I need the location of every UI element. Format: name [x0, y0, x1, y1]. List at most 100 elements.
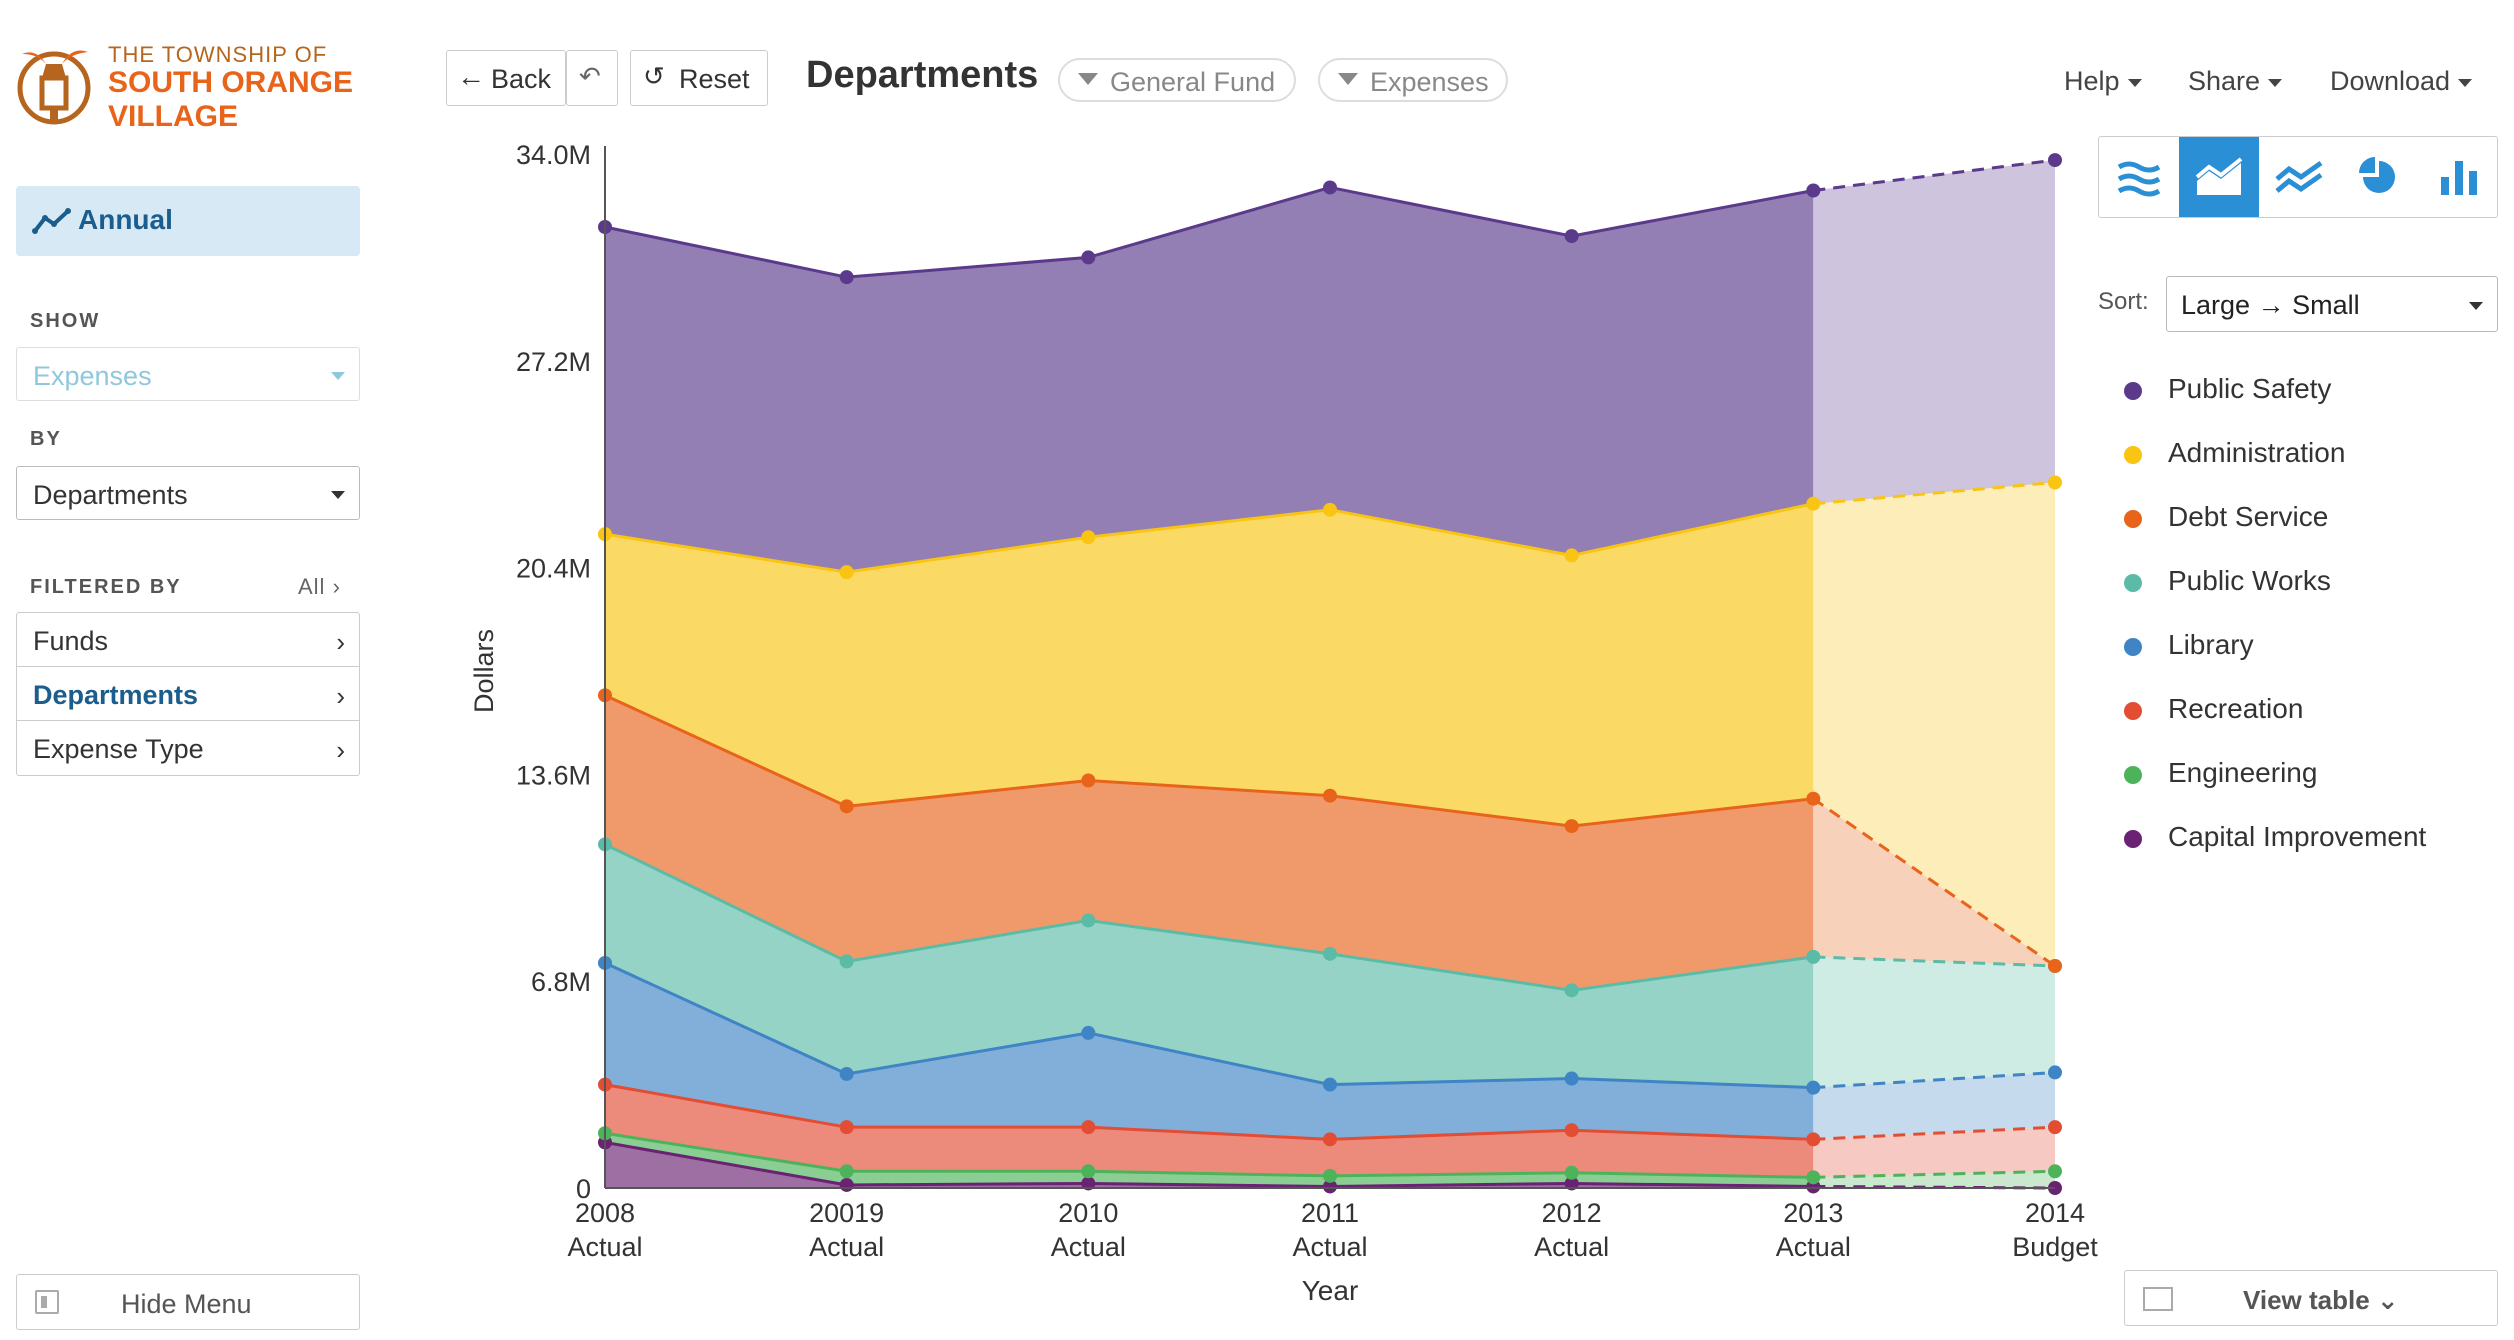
- data-point: [1323, 946, 1337, 961]
- filter-item-expense-type[interactable]: Expense Type ›: [17, 721, 359, 775]
- data-point: [1323, 788, 1337, 803]
- series-area: [1813, 1171, 2055, 1188]
- undo-button[interactable]: ↶: [566, 50, 618, 106]
- data-point: [1564, 1165, 1579, 1180]
- chevron-down-icon: [331, 372, 345, 380]
- y-axis-label: Dollars: [469, 629, 499, 713]
- series-area: [605, 187, 1814, 573]
- filter-pill-general-fund[interactable]: General Fund: [1058, 58, 1296, 102]
- series-area: [605, 962, 1814, 1140]
- legend-item[interactable]: Administration: [2124, 434, 2504, 474]
- legend-item[interactable]: Recreation: [2124, 690, 2504, 730]
- legend-item[interactable]: Public Works: [2124, 562, 2504, 602]
- data-point: [1806, 1132, 1821, 1147]
- chart-type-line[interactable]: [2259, 137, 2339, 217]
- stacked-area-chart: 0 6.8M 13.6M 20.4M 27.2M 34.0M 2008 Actual 20019…: [469, 140, 2098, 1306]
- data-point: [839, 1066, 854, 1081]
- data-point: [1081, 1176, 1096, 1191]
- y-tick-label: 34.0M: [516, 140, 591, 170]
- x-tick-sublabel: Actual: [1776, 1232, 1851, 1262]
- data-point: [839, 954, 854, 969]
- sort-to-label: Small: [2292, 290, 2360, 320]
- filter-all-label: All: [298, 574, 326, 599]
- download-label: Download: [2330, 66, 2451, 96]
- data-point: [2048, 153, 2062, 168]
- series-line-projected: [1813, 158, 2056, 192]
- series-area: [605, 1142, 1814, 1188]
- legend-label: Capital Improvement: [2168, 821, 2427, 852]
- series-area: [605, 695, 1814, 991]
- x-axis-label: Year: [1302, 1275, 1359, 1306]
- legend-item[interactable]: Engineering: [2124, 754, 2504, 794]
- view-table-label: View table ⌄: [2243, 1285, 2399, 1315]
- chevron-down-icon: [2469, 302, 2483, 310]
- legend-label: Debt Service: [2168, 501, 2329, 532]
- arrow-left-icon: ←: [457, 61, 485, 92]
- filter-item-departments[interactable]: Departments ›: [17, 667, 359, 721]
- chevron-right-icon: ›: [332, 574, 341, 599]
- pie-icon: [2359, 157, 2395, 193]
- legend-item[interactable]: Capital Improvement: [2124, 818, 2504, 858]
- data-point: [1081, 913, 1096, 928]
- data-point: [1323, 1132, 1337, 1147]
- view-table-button[interactable]: View table ⌄: [2124, 1270, 2498, 1326]
- share-label: Share: [2188, 66, 2261, 96]
- chevron-right-icon: ›: [336, 681, 345, 711]
- chart-type-bar[interactable]: [2419, 137, 2499, 217]
- data-point: [1564, 1123, 1579, 1138]
- series-line-projected: [1813, 955, 2056, 968]
- trend-line-icon: [32, 208, 71, 234]
- by-select[interactable]: Departments: [16, 466, 360, 520]
- share-menu[interactable]: Share: [2188, 66, 2283, 97]
- legend-label: Public Works: [2168, 565, 2331, 596]
- x-tick-sublabel: Actual: [1534, 1232, 1609, 1262]
- data-point: [1323, 1179, 1337, 1194]
- data-point: [1564, 819, 1579, 834]
- township-logo[interactable]: THE TOWNSHIP OF SOUTH ORANGE VILLAGE: [16, 34, 376, 134]
- annual-view-button[interactable]: Annual: [16, 186, 360, 256]
- series-area: [1813, 956, 2055, 1088]
- data-point: [2048, 1065, 2062, 1080]
- series-line: [604, 1140, 1814, 1188]
- x-tick-label: 2013: [1783, 1198, 1843, 1228]
- stream-icon: [2117, 161, 2161, 197]
- series-area: [1813, 1072, 2055, 1140]
- data-point: [1564, 548, 1579, 563]
- help-menu[interactable]: Help: [2064, 66, 2142, 97]
- hide-menu-button[interactable]: Hide Menu: [16, 1274, 360, 1330]
- data-point: [1081, 773, 1096, 788]
- chevron-down-icon: [2127, 78, 2142, 87]
- legend-label: Engineering: [2168, 757, 2318, 788]
- legend-dot: [2124, 574, 2142, 592]
- download-menu[interactable]: Download: [2330, 66, 2473, 97]
- sidebar-collapse-icon: [35, 1290, 59, 1314]
- filter-pill-expenses[interactable]: Expenses: [1318, 58, 1508, 102]
- chart-type-stacked-area[interactable]: [2179, 137, 2259, 217]
- filter-pill-label: Expenses: [1370, 67, 1489, 97]
- legend-label: Public Safety: [2168, 373, 2332, 404]
- line-icon: [2275, 160, 2323, 193]
- chart-type-stream[interactable]: [2099, 137, 2179, 217]
- by-heading: BY: [30, 428, 62, 450]
- series-area: [1813, 1127, 2055, 1178]
- show-select[interactable]: Expenses: [16, 347, 360, 401]
- data-point: [1081, 1164, 1096, 1179]
- series-area: [1813, 798, 2055, 966]
- legend-item[interactable]: Public Safety: [2124, 370, 2504, 410]
- arrow-right-icon: →: [2257, 290, 2285, 320]
- legend-item[interactable]: Debt Service: [2124, 498, 2504, 538]
- legend-label: Recreation: [2168, 693, 2304, 724]
- annual-label: Annual: [78, 204, 173, 235]
- reset-button[interactable]: ↺ Reset: [630, 50, 768, 106]
- filter-item-label: Departments: [33, 680, 199, 710]
- data-point: [1564, 983, 1579, 998]
- data-point: [1323, 502, 1337, 517]
- series-line: [604, 961, 1814, 1090]
- legend-item[interactable]: Library: [2124, 626, 2504, 666]
- filter-all-link[interactable]: All ›: [298, 574, 341, 600]
- filter-item-funds[interactable]: Funds ›: [17, 613, 359, 667]
- sort-select[interactable]: Large → Small: [2166, 276, 2498, 332]
- logo-line2: SOUTH ORANGE VILLAGE: [108, 66, 353, 134]
- back-button[interactable]: ← Back: [446, 50, 566, 106]
- chart-type-pie[interactable]: [2339, 137, 2419, 217]
